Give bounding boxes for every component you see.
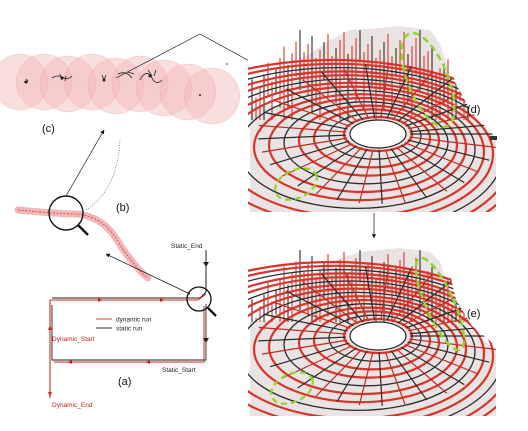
map-legend: dynamic run static run: [96, 317, 152, 333]
magnifier-a: [186, 286, 212, 312]
arrow-a-to-b: [105, 253, 191, 295]
arrow-b-to-c: [65, 129, 105, 197]
panel-a-map: dynamic run static run Static_End Static…: [48, 243, 217, 409]
panel-label-a: (a): [118, 376, 131, 388]
label-dynamic-start: Dynamic_Start: [52, 336, 95, 343]
panel-e-scan: [248, 238, 496, 416]
panel-label-e: (e): [467, 308, 480, 320]
label-static-start: Static_Start: [162, 367, 196, 374]
panel-label-d: (d): [467, 104, 480, 116]
legend-static: static run: [116, 326, 143, 333]
panel-label-c: (c): [42, 123, 55, 135]
label-dynamic-end: Dynamic_End: [52, 402, 93, 409]
pose-circles: [0, 53, 241, 125]
panel-c-trajectory-strip: (c): [0, 53, 241, 135]
panel-label-b: (b): [116, 202, 129, 214]
label-static-end: Static_End: [171, 243, 203, 250]
legend-dynamic: dynamic run: [116, 317, 152, 324]
panel-b-zoom: (b): [14, 129, 152, 282]
panel-d-scan: [248, 22, 496, 212]
trajectory-arrows: [23, 69, 163, 84]
